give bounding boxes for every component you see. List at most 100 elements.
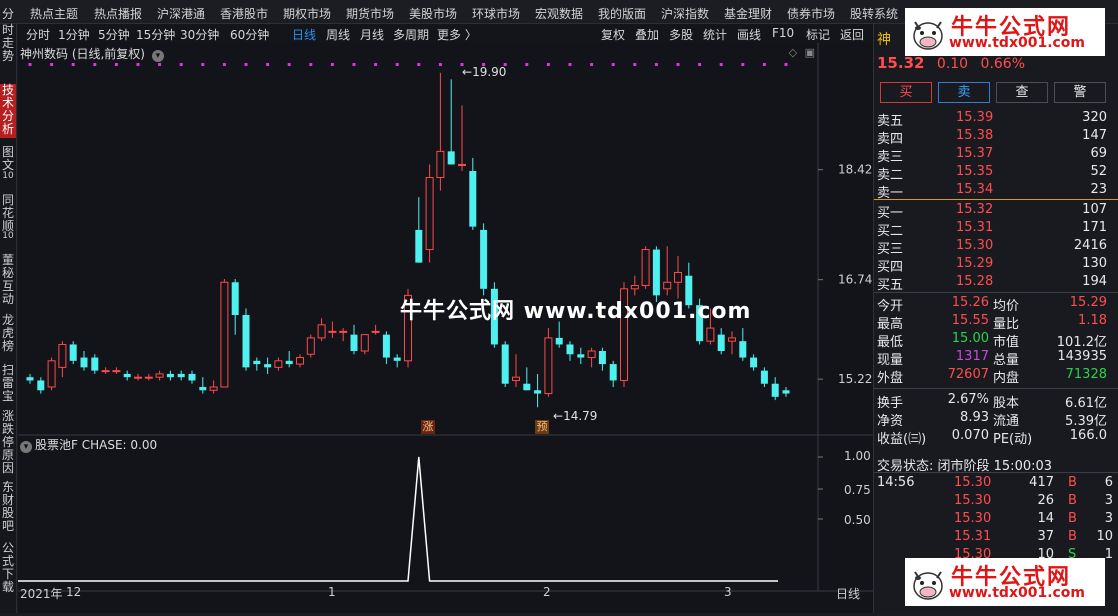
candle-body [220, 281, 229, 388]
sell-button[interactable]: 卖 [938, 82, 990, 103]
top-menu-item[interactable]: 宏观数据 [535, 7, 584, 21]
order-book-row[interactable]: 卖一 15.34 23 [874, 182, 1118, 201]
price-change: 0.10 [936, 56, 969, 72]
left-tab[interactable]: 技术分析 [0, 83, 16, 138]
stat-row: 最低 15.00 市值 101.2亿 [874, 331, 1118, 350]
toolbar-button[interactable]: 复权 [601, 28, 626, 42]
x-axis-label: 2021年 [20, 587, 63, 601]
left-tab[interactable]: 同花顺 [1, 193, 14, 233]
period-tab[interactable]: 周线 [326, 28, 351, 42]
order-book-row[interactable]: 买五 15.28 194 [874, 274, 1118, 293]
candle-body [393, 357, 401, 361]
candle-body [123, 373, 131, 378]
order-price: 15.38 [956, 128, 994, 143]
alert-button[interactable]: 警 [1054, 82, 1106, 103]
top-menu-item[interactable]: 沪深指数 [661, 7, 710, 21]
order-book-row[interactable]: 卖五 15.39 320 [874, 110, 1118, 129]
toolbar-button[interactable]: 返回 [840, 28, 865, 42]
order-book-row[interactable]: 卖二 15.35 52 [874, 164, 1118, 183]
left-tab[interactable]: 东财股吧 [1, 480, 14, 533]
top-menu-item[interactable]: 期货市场 [346, 7, 395, 21]
top-menu-item[interactable]: 我的版面 [598, 7, 647, 21]
top-menu-item[interactable]: 香港股市 [220, 7, 269, 21]
signal-dot [309, 63, 313, 66]
left-tab[interactable]: 10 [2, 171, 14, 181]
candle-body [296, 357, 304, 365]
low-price-value: 14.79 [563, 409, 598, 423]
forecast-badge: 预 [535, 420, 549, 434]
period-tab[interactable]: 多周期 [393, 28, 430, 42]
tick-volume: 37 [1037, 529, 1054, 544]
left-tab[interactable]: 走 [1, 36, 14, 50]
tick-time: 14:56 [877, 475, 915, 490]
signal-dot [482, 63, 486, 66]
period-tab[interactable]: 1分钟 [58, 28, 90, 42]
candle-body [253, 360, 261, 365]
stat-value: 6.61亿 [1065, 396, 1107, 411]
top-menu-item[interactable]: 基金理财 [724, 7, 773, 21]
stock-name: 神 [877, 32, 891, 48]
stat-row: 现量 1317 总量 143935 [874, 349, 1118, 368]
order-volume: 320 [1082, 110, 1107, 125]
period-toolbar: 分时 1分钟 5分钟 15分钟 30分钟 60分钟 日线 周线 月线 多周期 更多 〉 复权 叠加 多股统… [18, 24, 873, 43]
query-button[interactable]: 查 [996, 82, 1048, 103]
top-menu-item[interactable]: 股转系统 [850, 7, 899, 21]
top-menu-item[interactable]: 沪深港通 [157, 7, 206, 21]
diamond-icon[interactable]: ◇ [788, 46, 798, 59]
order-book-row[interactable]: 卖三 15.37 69 [874, 146, 1118, 165]
top-menu-item[interactable]: 环球市场 [472, 7, 521, 21]
toolbar-button[interactable]: 多股 [669, 28, 694, 42]
order-price: 15.32 [956, 202, 994, 217]
candle-body [101, 370, 110, 373]
top-menu-item[interactable]: 分 [2, 7, 15, 21]
order-book-row[interactable]: 买一 15.32 107 [874, 202, 1118, 221]
stat-value: 15.29 [1069, 295, 1107, 310]
period-tab[interactable]: 60分钟 [230, 28, 270, 42]
window-toggle-icon[interactable]: ▣ [804, 46, 815, 59]
signal-dot [438, 63, 442, 66]
left-tab[interactable]: 涨跌停原因 [1, 409, 14, 475]
toolbar-button[interactable]: F10 [772, 26, 795, 40]
left-tab[interactable]: 图文 [1, 145, 14, 172]
left-tab[interactable]: 10 [2, 231, 14, 241]
top-menu-item[interactable]: 热点播报 [94, 7, 143, 21]
chart-area: 18.42 16.74 15.22 神州数码 (日线,前复权) ▾ ◇ ▣ ←19.… [18, 43, 873, 613]
left-tab[interactable]: 公式下载 [1, 541, 14, 594]
period-tab[interactable]: 月线 [360, 28, 385, 42]
top-menu-item[interactable]: 债券市场 [787, 7, 836, 21]
toolbar-button[interactable]: 标记 [806, 28, 831, 42]
left-tab[interactable]: 势 [1, 49, 14, 63]
candle-body [685, 275, 693, 306]
left-tab[interactable]: 董秘互动 [1, 253, 14, 306]
left-tab[interactable]: 时 [1, 23, 14, 37]
order-book-row[interactable]: 买三 15.30 2416 [874, 238, 1118, 257]
period-tab[interactable]: 30分钟 [180, 28, 220, 42]
top-menu-item[interactable]: 期权市场 [283, 7, 332, 21]
chevron-down-icon[interactable]: ▾ [151, 50, 164, 62]
order-book-row[interactable]: 买四 15.29 130 [874, 256, 1118, 275]
stat-label: 总量 [993, 353, 1020, 368]
order-book-row[interactable]: 卖四 15.38 147 [874, 128, 1118, 147]
period-tab[interactable]: 日线 [292, 28, 317, 42]
stat-label: 换手 [877, 396, 904, 411]
signal-dot [395, 63, 399, 66]
order-book-row[interactable]: 买二 15.31 171 [874, 220, 1118, 239]
stat-label: 流通 [993, 414, 1020, 429]
top-menu-item[interactable]: 美股市场 [409, 7, 458, 21]
x-axis-label: 2 [543, 585, 551, 599]
tick-price: 15.30 [954, 475, 992, 490]
chevron-down-icon[interactable]: ▾ [20, 441, 32, 453]
toolbar-button[interactable]: 统计 [703, 28, 728, 42]
toolbar-button[interactable]: 叠加 [635, 28, 660, 42]
toolbar-button[interactable]: 画线 [737, 28, 762, 42]
buy-button[interactable]: 买 [880, 82, 932, 103]
candle-body [555, 337, 563, 345]
left-tab[interactable]: 扫雷宝 [1, 363, 14, 403]
top-menu-item[interactable]: 热点主题 [30, 7, 79, 21]
period-tab[interactable]: 15分钟 [136, 28, 176, 42]
signal-dot [503, 63, 507, 66]
left-tab[interactable]: 龙虎榜 [1, 313, 14, 353]
period-tab[interactable]: 分时 [26, 28, 51, 42]
period-tab[interactable]: 更多 〉 [437, 28, 477, 42]
period-tab[interactable]: 5分钟 [98, 28, 130, 42]
